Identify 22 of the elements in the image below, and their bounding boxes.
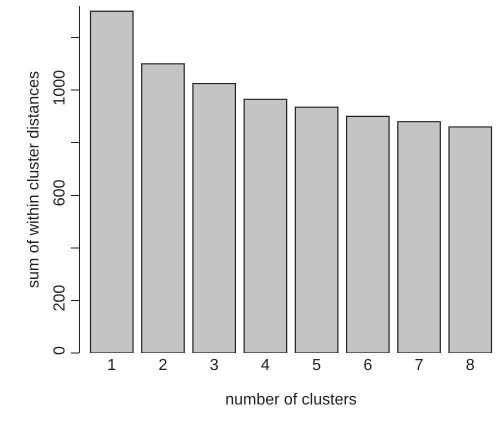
x-tick-label: 7 bbox=[414, 357, 424, 374]
x-tick-label: 2 bbox=[158, 357, 168, 374]
x-axis-title: number of clusters bbox=[225, 392, 357, 409]
bar bbox=[346, 116, 390, 353]
y-tick-label: 0 bbox=[52, 346, 68, 356]
x-tick-label: 6 bbox=[363, 357, 372, 374]
y-tick-label: 1000 bbox=[52, 70, 68, 106]
y-axis-title: sum of within cluster distances bbox=[25, 71, 42, 288]
y-tick-label: 200 bbox=[52, 284, 68, 312]
bar bbox=[90, 10, 134, 353]
x-tick-label: 5 bbox=[312, 357, 322, 374]
bar bbox=[244, 98, 288, 353]
bar bbox=[397, 121, 441, 353]
x-tick-label: 8 bbox=[466, 357, 475, 374]
x-tick-label: 1 bbox=[107, 357, 116, 374]
bar bbox=[448, 126, 492, 353]
x-tick-label: 4 bbox=[260, 357, 270, 374]
bar bbox=[192, 82, 236, 353]
y-tick-label: 600 bbox=[52, 179, 68, 206]
bar bbox=[141, 63, 185, 353]
bar bbox=[294, 106, 338, 353]
x-tick-label: 3 bbox=[210, 357, 219, 374]
